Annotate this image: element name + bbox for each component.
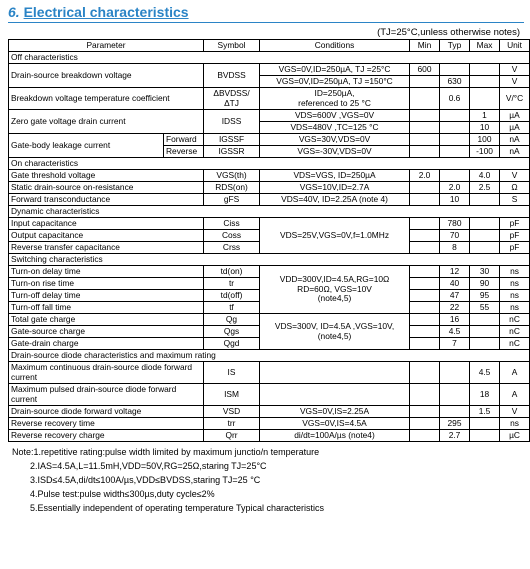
hdr-parameter: Parameter <box>9 40 204 52</box>
note-5: 5.Essentially independent of operating t… <box>8 502 524 516</box>
table-row: Forward transconductance gFS VDS=40V, ID… <box>9 194 530 206</box>
table-row: Static drain-source on-resistance RDS(on… <box>9 182 530 194</box>
characteristics-table: Parameter Symbol Conditions Min Typ Max … <box>8 39 530 442</box>
heading-text: Electrical characteristics <box>24 4 189 20</box>
note-3: 3.ISD≤4.5A,di/dt≤100A/µs,VDD≤BVDSS,stari… <box>8 474 524 488</box>
hdr-typ: Typ <box>440 40 470 52</box>
table-row: Drain-source breakdown voltage BVDSS VGS… <box>9 64 530 76</box>
section-diode: Drain-source diode characteristics and m… <box>9 350 530 362</box>
table-row: Reverse recovery time trr VGS=0V,IS=4.5A… <box>9 418 530 430</box>
hdr-min: Min <box>410 40 440 52</box>
table-row: Turn-on delay time td(on) VDD=300V,ID=4.… <box>9 266 530 278</box>
hdr-conditions: Conditions <box>260 40 410 52</box>
table-row: Drain-source diode forward voltage VSD V… <box>9 406 530 418</box>
hdr-unit: Unit <box>500 40 530 52</box>
table-row: Maximum continuous drain-source diode fo… <box>9 362 530 384</box>
section-switching: Switching characteristics <box>9 254 530 266</box>
table-row: Total gate charge Qg VDS=300V, ID=4.5A ,… <box>9 314 530 326</box>
table-row: Input capacitance Ciss VDS=25V,VGS=0V,f=… <box>9 218 530 230</box>
hdr-max: Max <box>470 40 500 52</box>
table-row: Gate threshold voltage VGS(th) VDS=VGS, … <box>9 170 530 182</box>
section-heading: 6. Electrical characteristics <box>8 4 524 23</box>
footnotes: Note:1.repetitive rating:pulse width lim… <box>8 446 524 516</box>
table-row: Gate-body leakage current Forward IGSSF … <box>9 134 530 146</box>
section-dynamic: Dynamic characteristics <box>9 206 530 218</box>
table-row: Breakdown voltage temperature coefficien… <box>9 88 530 110</box>
section-on: On characteristics <box>9 158 530 170</box>
table-row: Reverse recovery charge Qrr di/dt=100A/µ… <box>9 430 530 442</box>
global-condition-note: (TJ=25°C,unless otherwise notes) <box>8 27 524 38</box>
note-4: 4.Pulse test:pulse width≤300µs,duty cycl… <box>8 488 524 502</box>
note-2: 2.IAS=4.5A,L=11.5mH,VDD=50V,RG=25Ω,stari… <box>8 460 524 474</box>
hdr-symbol: Symbol <box>204 40 260 52</box>
table-row: Maximum pulsed drain-source diode forwar… <box>9 384 530 406</box>
table-row: Zero gate voltage drain current IDSS VDS… <box>9 110 530 122</box>
header-row: Parameter Symbol Conditions Min Typ Max … <box>9 40 530 52</box>
heading-number: 6. <box>8 4 20 20</box>
section-off: Off characteristics <box>9 52 530 64</box>
datasheet-page: 6. Electrical characteristics (TJ=25°C,u… <box>0 0 530 569</box>
note-1: Note:1.repetitive rating:pulse width lim… <box>8 446 524 460</box>
